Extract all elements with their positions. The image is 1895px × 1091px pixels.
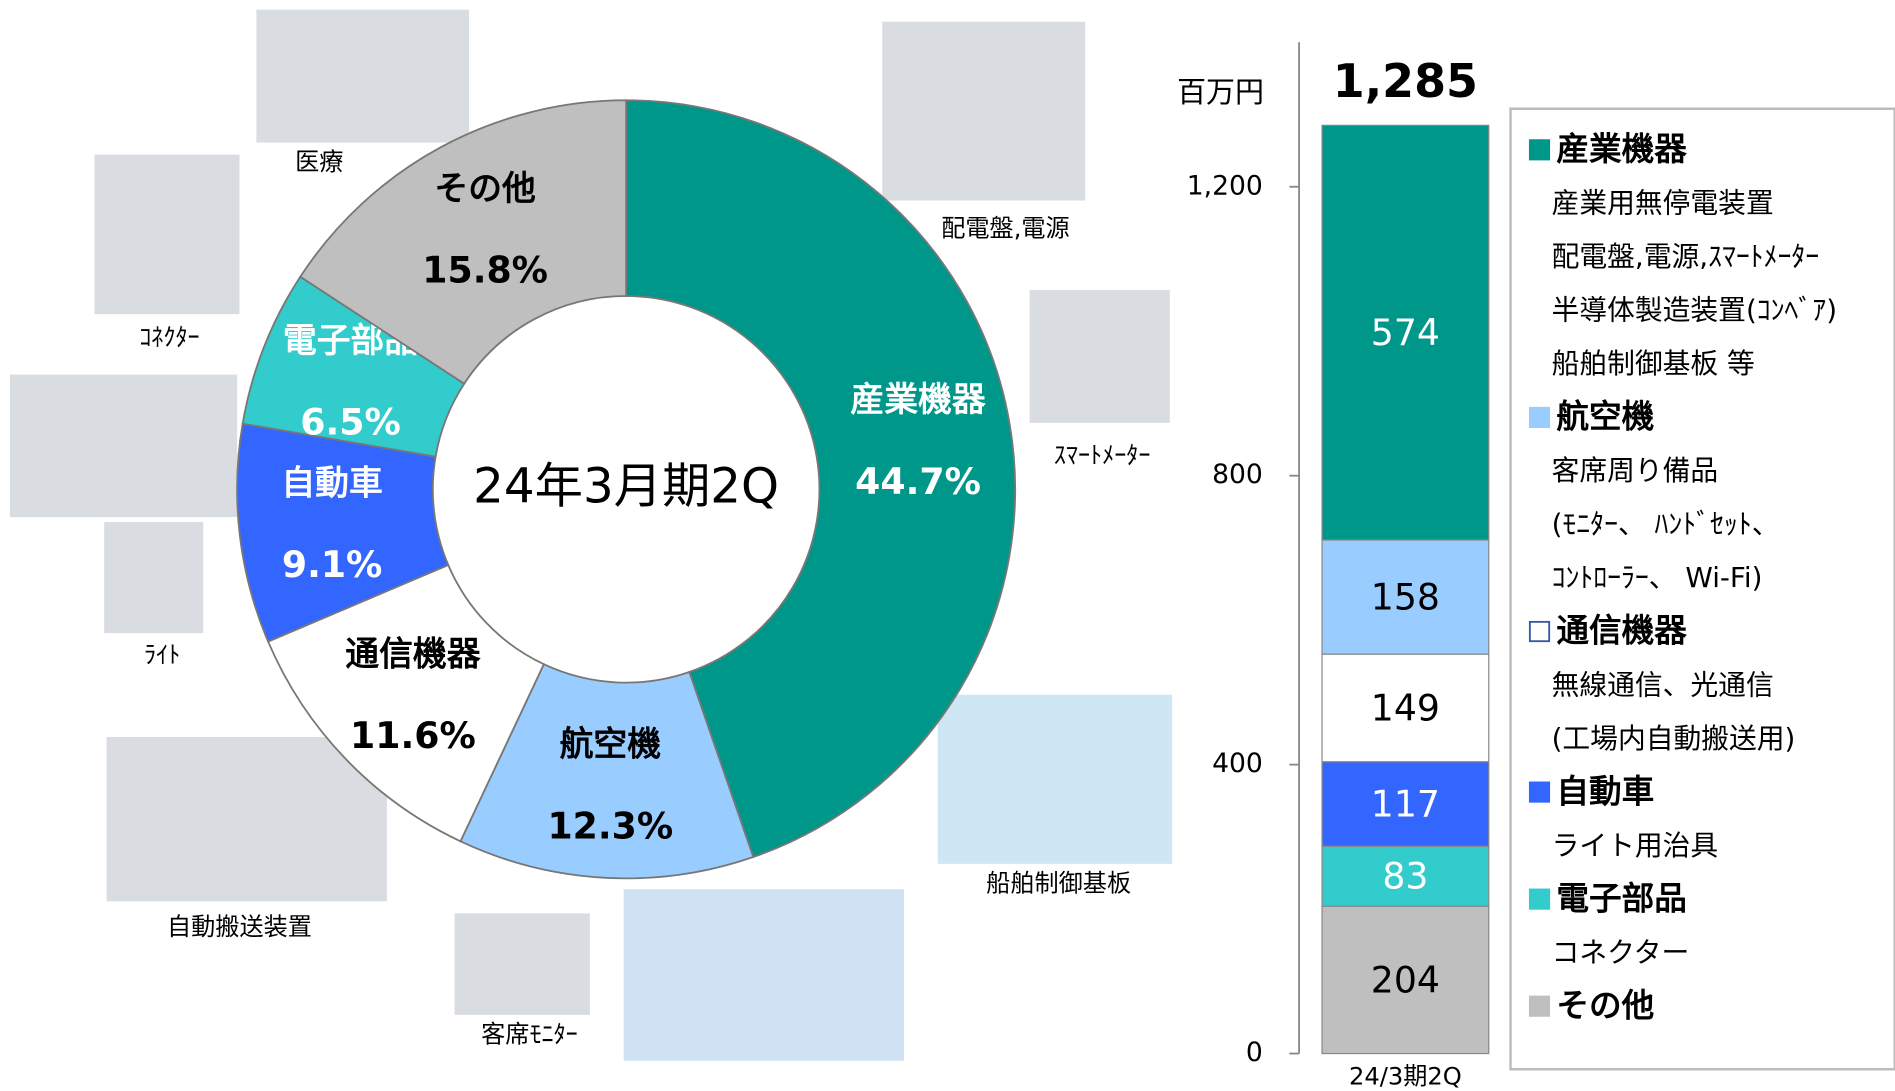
legend-swatch (1528, 139, 1551, 161)
slice-category: 航空機 (560, 725, 662, 764)
photo (1029, 289, 1170, 423)
legend-label: 電子部品 (1556, 879, 1686, 917)
legend-description: ライト用治具 (1552, 829, 1719, 862)
slice-category: 産業機器 (850, 380, 986, 419)
slice-value: 6.5% (300, 401, 401, 444)
legend-description: (工場内自動搬送用) (1552, 722, 1796, 755)
legend-description: 配電盤,電源,ｽﾏｰﾄﾒｰﾀｰ (1552, 240, 1820, 273)
legend-label: 自動車 (1556, 772, 1654, 810)
pie-slice (625, 99, 1016, 859)
pie-slice (459, 663, 755, 880)
legend-description: 船舶制御基板 等 (1552, 347, 1755, 380)
legend-swatch (1528, 995, 1551, 1017)
y-tick-label: 400 (1212, 748, 1263, 779)
bar-segment (1321, 905, 1490, 1055)
slice-value: 12.3% (547, 804, 673, 847)
bar-segment (1321, 845, 1490, 907)
photo (104, 521, 204, 634)
slice-value: 15.8% (422, 249, 548, 292)
photo-caption: 配電盤,電源 (941, 215, 1069, 243)
legend-description: 客席周り備品 (1552, 454, 1719, 487)
segment-label: 574 (1371, 311, 1440, 354)
photo-caption: 自動搬送装置 (167, 913, 312, 941)
bar-segment (1321, 539, 1490, 655)
segment-label: 204 (1371, 958, 1440, 1001)
slice-value: 11.6% (350, 714, 476, 757)
segment-label: 149 (1371, 686, 1440, 729)
legend-label: その他 (1556, 986, 1654, 1024)
photos (9, 9, 1173, 1061)
slice-category: 通信機器 (345, 634, 481, 673)
photo-caption: ｽﾏｰﾄﾒｰﾀｰ (1054, 442, 1151, 470)
center-label: 24年3月期2Q (473, 458, 779, 514)
pie-slice (266, 563, 546, 843)
legend-swatch (1528, 888, 1551, 910)
slice-value: 9.1% (282, 543, 383, 586)
slice-category: 自動車 (281, 463, 382, 502)
legend-swatch (1528, 406, 1551, 429)
slice-value: 44.7% (855, 460, 981, 503)
photo (882, 21, 1086, 201)
x-tick-label: 24/3期2Q (1349, 1063, 1462, 1091)
photo (256, 9, 470, 143)
photo-caption: 船舶制御基板 (986, 869, 1131, 897)
y-tick-label: 800 (1212, 459, 1263, 490)
legend-description: 産業用無停電装置 (1552, 187, 1774, 220)
y-axis-label: 百万円 (1177, 75, 1264, 109)
legend-swatch (1528, 781, 1551, 803)
legend-description: コネクター (1552, 936, 1690, 969)
bar-segment (1321, 761, 1490, 847)
photo (94, 154, 240, 315)
slice-category: その他 (434, 169, 536, 208)
segment-label: 158 (1371, 575, 1440, 618)
legend-description: 半導体製造装置(ｺﾝﾍﾞｱ) (1552, 294, 1837, 327)
photo (454, 913, 590, 1015)
photo-caption: ｺﾈｸﾀｰ (139, 323, 199, 351)
y-tick-label: 0 (1246, 1037, 1263, 1068)
legend-description: (ﾓﾆﾀｰ、 ﾊﾝﾄﾞｾｯﾄ、 (1552, 508, 1780, 541)
bar-segment (1321, 124, 1490, 541)
segment-label: 117 (1371, 782, 1440, 825)
pie-slice (299, 99, 628, 385)
segment-label: 83 (1382, 855, 1428, 898)
photo (623, 889, 905, 1061)
photo-caption: ﾗｲﾄ (144, 641, 180, 669)
legend-description: 無線通信、光通信 (1552, 668, 1774, 701)
y-tick-label: 1,200 (1187, 170, 1263, 201)
legend-label: 航空機 (1556, 398, 1654, 436)
photo (937, 694, 1173, 864)
legend-swatch (1528, 620, 1551, 643)
total-label: 1,285 (1333, 54, 1478, 108)
photo-caption: 医療 (295, 148, 343, 176)
legend-label: 産業機器 (1556, 130, 1687, 168)
photo (9, 374, 238, 518)
legend-label: 通信機器 (1556, 612, 1687, 650)
photo (106, 736, 387, 902)
legend-description: ｺﾝﾄﾛｰﾗｰ、 Wi-Fi) (1552, 561, 1763, 594)
photo-caption: 客席ﾓﾆﾀｰ (481, 1020, 578, 1048)
